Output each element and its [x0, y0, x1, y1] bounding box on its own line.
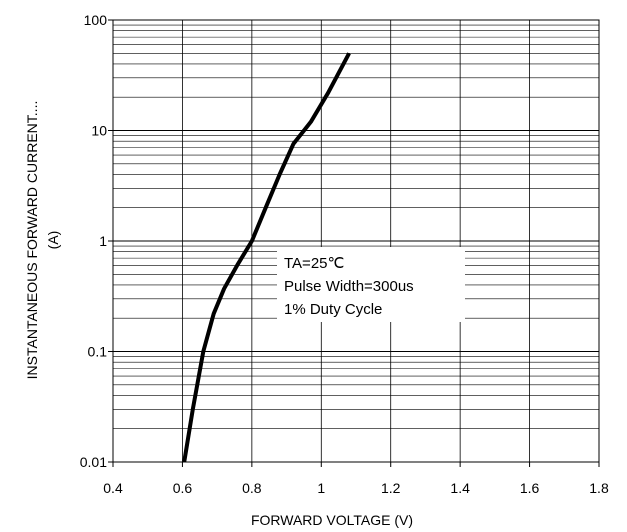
- y-tick-label: 1: [99, 233, 107, 249]
- annotation-line-2: Pulse Width=300us: [284, 278, 414, 295]
- annotation-line-1: TA=25℃: [284, 255, 344, 272]
- y-tick-label: 10: [91, 123, 107, 139]
- x-tick-label: 0.6: [173, 480, 193, 496]
- grid: [113, 20, 599, 462]
- x-axis-label: FORWARD VOLTAGE (V): [251, 512, 413, 528]
- series-layer: [182, 52, 351, 463]
- annotation-line-3: 1% Duty Cycle: [284, 301, 382, 318]
- annotation-background: [277, 247, 465, 322]
- x-tick-label: 1.4: [450, 480, 470, 496]
- x-tick-labels: 0.4 0.6 0.8 1 1.2 1.4 1.6 1.8: [103, 462, 609, 496]
- x-tick-label: 1.8: [589, 480, 609, 496]
- x-tick-label: 0.4: [103, 480, 123, 496]
- y-tick-label: 0.01: [80, 454, 107, 470]
- y-axis-unit-label: (A): [45, 231, 61, 250]
- annotation-box: TA=25℃ Pulse Width=300us 1% Duty Cycle: [277, 247, 465, 322]
- y-tick-label: 0.1: [88, 344, 108, 360]
- y-tick-labels: 0.01 0.1 1 10 100: [80, 12, 113, 470]
- series-line: [182, 52, 351, 463]
- x-tick-label: 1: [317, 480, 325, 496]
- x-tick-label: 0.8: [242, 480, 262, 496]
- x-tick-label: 1.6: [520, 480, 540, 496]
- y-axis-label: INSTANTANEOUS FORWARD CURRENT....: [24, 101, 40, 380]
- y-tick-label: 100: [84, 12, 108, 28]
- x-tick-label: 1.2: [381, 480, 401, 496]
